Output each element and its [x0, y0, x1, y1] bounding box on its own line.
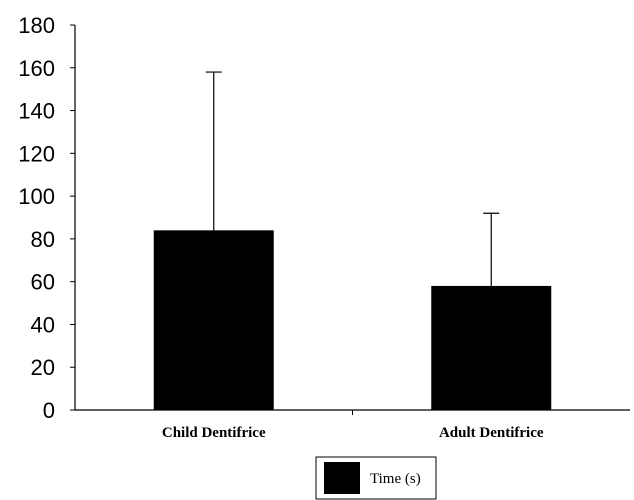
y-tick-label: 40 — [31, 312, 55, 337]
y-tick-label: 100 — [18, 184, 55, 209]
y-tick-label: 0 — [43, 398, 55, 423]
y-tick-label: 20 — [31, 355, 55, 380]
y-axis-tick-labels: 0 20 40 60 80 100 120 140 160 180 — [18, 13, 55, 423]
y-axis-ticks — [70, 24, 75, 411]
y-tick-label: 180 — [18, 13, 55, 38]
error-bars — [205, 71, 500, 286]
legend-label: Time (s) — [370, 471, 421, 487]
bar — [153, 230, 274, 410]
x-axis-category-labels: Child Dentifrice Adult Dentifrice — [162, 425, 544, 441]
legend-swatch — [324, 462, 360, 494]
x-category-label: Adult Dentifrice — [439, 425, 544, 441]
y-tick-label: 60 — [31, 270, 55, 295]
x-category-label: Child Dentifrice — [162, 425, 266, 441]
legend: Time (s) — [315, 456, 437, 500]
y-tick-label: 140 — [18, 99, 55, 124]
bar — [431, 285, 552, 410]
y-tick-label: 120 — [18, 141, 55, 166]
y-tick-label: 80 — [31, 227, 55, 252]
bars — [153, 230, 552, 410]
y-tick-label: 160 — [18, 56, 55, 81]
